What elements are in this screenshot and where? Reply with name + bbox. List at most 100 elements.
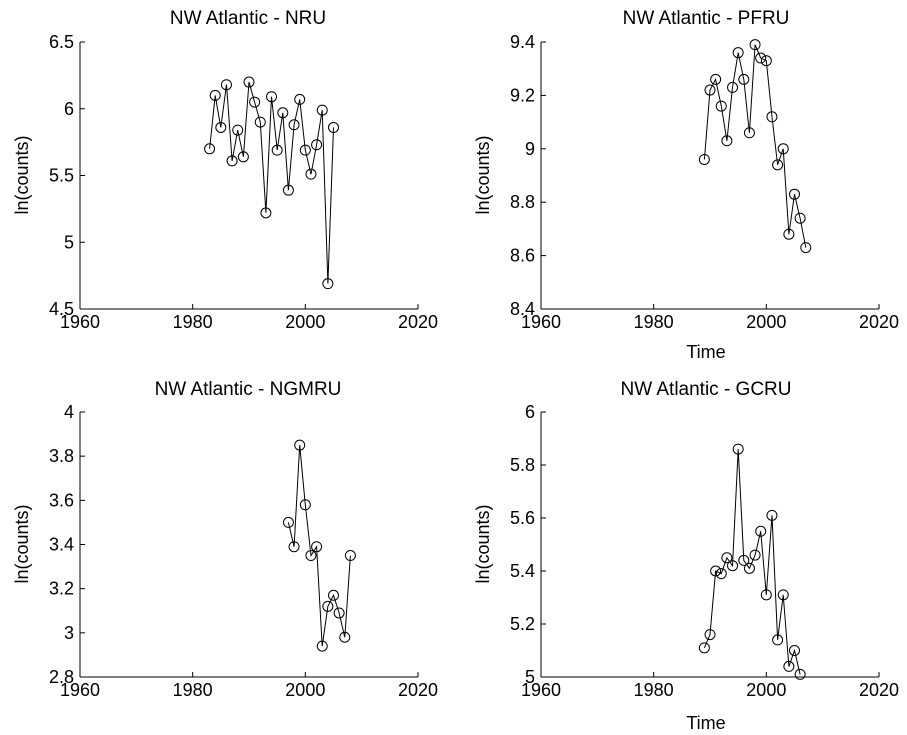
panel-gcru: NW Atlantic - GCRU ln(counts) Time 1960 1…: [473, 379, 899, 733]
y-tick-label: 3.8: [49, 446, 74, 466]
data-point: [777, 589, 789, 601]
y-tick-label: 5: [64, 232, 74, 252]
x-tick-label: 2020: [859, 312, 899, 332]
data-point: [743, 127, 755, 139]
data-point: [204, 143, 216, 155]
data-point: [311, 541, 323, 553]
x-axis-label: Time: [686, 342, 725, 362]
data-point: [721, 552, 733, 564]
data-point: [789, 645, 800, 656]
panel-ngmru: NW Atlantic - NGMRU ln(counts) 1960 1980 2…: [12, 379, 438, 700]
y-tick-label: 6.5: [49, 32, 74, 52]
y-tick-label: 3: [64, 623, 74, 643]
data-point: [282, 516, 294, 528]
data-point: [789, 188, 800, 200]
data-point: [738, 554, 750, 566]
chart-title: NW Atlantic - NRU: [170, 8, 326, 29]
data-point: [760, 589, 772, 601]
y-axis-label: ln(counts): [473, 504, 493, 583]
data-point: [698, 642, 710, 654]
y-tick-label: 9.4: [510, 32, 535, 52]
y-tick-label: 5: [525, 667, 535, 687]
series-line: [209, 81, 334, 284]
x-axis-label: Time: [686, 713, 725, 733]
x-tick-label: 1960: [60, 680, 100, 700]
data-point: [727, 560, 739, 572]
y-tick-label: 3.2: [49, 579, 74, 599]
panel-nru: NW Atlantic - NRU ln(counts) 1960 1980 200…: [12, 8, 438, 332]
data-point: [260, 207, 272, 219]
data-point: [288, 541, 300, 553]
data-point: [243, 76, 255, 88]
data-point: [732, 47, 744, 59]
data-point: [226, 155, 238, 167]
data-point: [783, 660, 795, 672]
y-tick-label: 5.4: [510, 561, 535, 581]
data-point: [794, 668, 806, 680]
y-tick-label: 5.2: [510, 614, 535, 634]
y-tick-label: 6: [64, 99, 74, 119]
data-point: [755, 52, 767, 64]
data-point: [237, 151, 249, 163]
y-tick-label: 5.6: [510, 508, 535, 528]
data-point: [710, 565, 722, 577]
data-point: [766, 111, 778, 123]
data-point: [333, 607, 345, 619]
data-point: [294, 93, 306, 105]
y-tick-label: 5.8: [510, 455, 535, 475]
series-line: [703, 449, 801, 675]
data-point: [311, 139, 323, 151]
y-tick-label: 8.6: [510, 246, 535, 266]
y-tick-label: 8.4: [510, 299, 535, 319]
data-point: [743, 562, 755, 574]
y-axis-label: ln(counts): [473, 135, 493, 214]
data-point: [766, 509, 778, 521]
data-point: [316, 104, 328, 116]
data-point: [794, 212, 806, 224]
y-tick-label: 4: [64, 402, 74, 422]
data-point: [344, 550, 356, 562]
data-point: [800, 242, 812, 254]
data-point: [339, 631, 351, 643]
data-point: [749, 549, 761, 561]
data-point: [209, 89, 221, 101]
data-point: [704, 629, 716, 641]
data-point: [220, 79, 232, 91]
y-tick-label: 3.4: [49, 535, 74, 555]
data-point: [777, 143, 789, 155]
data-point: [299, 499, 311, 511]
data-point: [715, 100, 727, 112]
x-tick-label: 1960: [521, 312, 561, 332]
data-point: [288, 119, 300, 131]
data-point: [727, 81, 739, 93]
x-tick-label: 2000: [746, 680, 786, 700]
data-point: [277, 107, 289, 119]
data-point: [721, 135, 733, 147]
series-line: [287, 445, 351, 647]
x-tick-label: 1980: [173, 680, 213, 700]
y-tick-label: 6: [525, 402, 535, 422]
data-point: [732, 443, 744, 455]
series-line: [703, 44, 807, 248]
data-point: [698, 153, 710, 165]
data-point: [704, 84, 716, 96]
data-point: [710, 73, 722, 85]
data-point: [760, 55, 772, 67]
chart-title: NW Atlantic - PFRU: [623, 8, 790, 29]
data-point: [305, 550, 317, 562]
data-point: [232, 124, 244, 136]
y-tick-label: 9.2: [510, 85, 535, 105]
data-point: [749, 39, 761, 51]
data-point: [738, 73, 750, 85]
x-tick-label: 1960: [521, 680, 561, 700]
data-point: [322, 600, 334, 612]
x-tick-label: 1960: [60, 312, 100, 332]
data-point: [328, 121, 339, 133]
data-point: [715, 568, 727, 580]
data-point: [322, 278, 334, 290]
y-tick-label: 4.5: [49, 299, 74, 319]
data-point: [305, 168, 317, 180]
x-tick-label: 2000: [746, 312, 786, 332]
data-point: [755, 525, 767, 537]
